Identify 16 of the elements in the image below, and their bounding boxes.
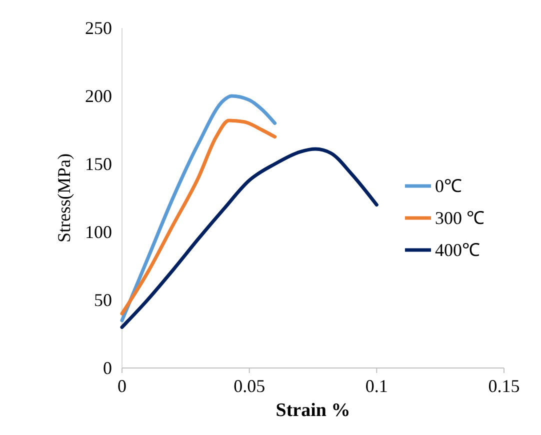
legend-label: 0℃ xyxy=(435,176,462,196)
x-axis-title: Strain % xyxy=(276,400,350,421)
y-axis-title: Stress(MPa) xyxy=(54,153,74,242)
y-tick-label: 0 xyxy=(103,358,112,378)
y-tick-label: 150 xyxy=(85,154,112,174)
x-tick-label: 0.15 xyxy=(488,376,520,396)
y-tick-label: 250 xyxy=(85,18,112,38)
y-tick-label: 200 xyxy=(85,86,112,106)
x-tick-label: 0 xyxy=(118,376,126,396)
y-tick-label: 50 xyxy=(94,290,112,310)
legend-label: 400℃ xyxy=(435,240,480,260)
x-tick-label: 0.1 xyxy=(365,376,388,396)
x-tick-label: 0.05 xyxy=(234,376,266,396)
y-tick-label: 100 xyxy=(85,222,112,242)
legend-label: 300 ℃ xyxy=(435,208,484,228)
line-series xyxy=(120,147,378,329)
